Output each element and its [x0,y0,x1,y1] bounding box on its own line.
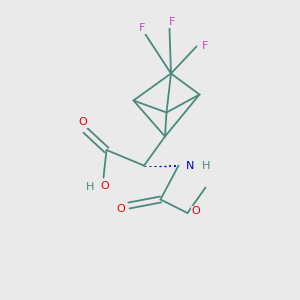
Text: O: O [78,117,87,127]
Text: O: O [191,206,200,217]
Text: N: N [186,160,194,171]
Text: H: H [202,160,210,171]
Text: H: H [86,182,94,192]
Text: O: O [116,203,125,214]
Text: F: F [139,23,146,33]
Text: F: F [202,41,208,51]
Text: F: F [169,17,176,27]
Text: O: O [100,181,109,191]
